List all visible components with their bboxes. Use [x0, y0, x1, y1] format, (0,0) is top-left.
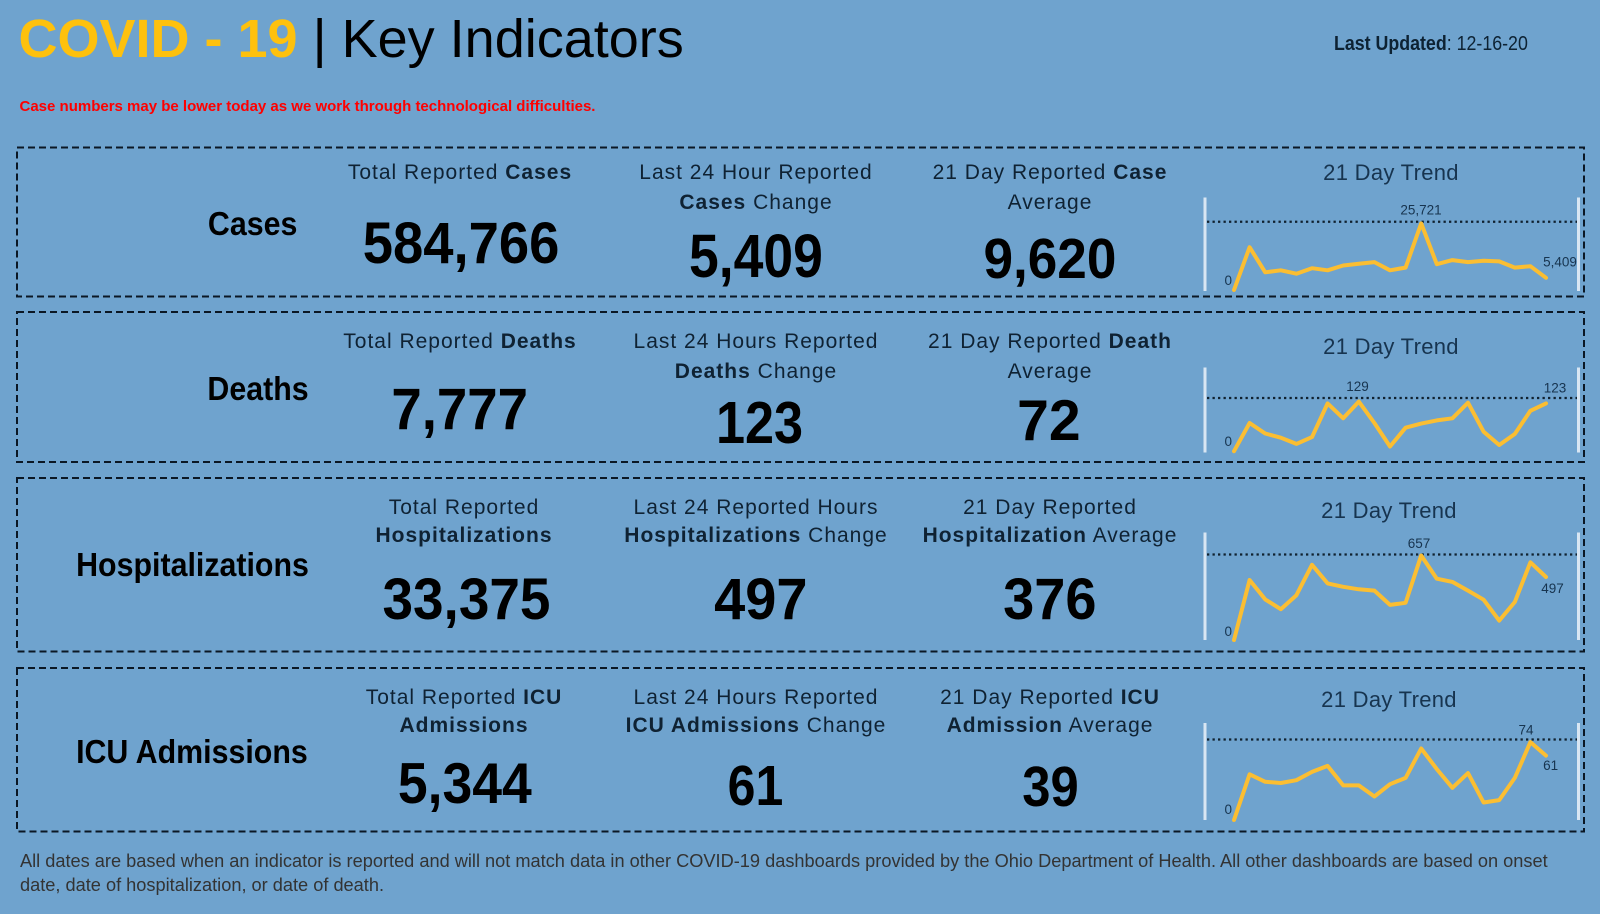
svg-text:61: 61	[1543, 758, 1558, 773]
svg-text:129: 129	[1346, 379, 1369, 394]
svg-text:0: 0	[1224, 434, 1232, 449]
svg-text:497: 497	[1541, 581, 1564, 596]
svg-text:0: 0	[1224, 802, 1232, 817]
svg-text:0: 0	[1224, 624, 1232, 639]
svg-text:74: 74	[1518, 723, 1534, 738]
svg-text:25,721: 25,721	[1400, 203, 1441, 218]
svg-text:123: 123	[1544, 381, 1567, 396]
svg-text:5,409: 5,409	[1543, 255, 1577, 270]
svg-text:0: 0	[1224, 273, 1232, 288]
svg-text:657: 657	[1408, 536, 1431, 551]
